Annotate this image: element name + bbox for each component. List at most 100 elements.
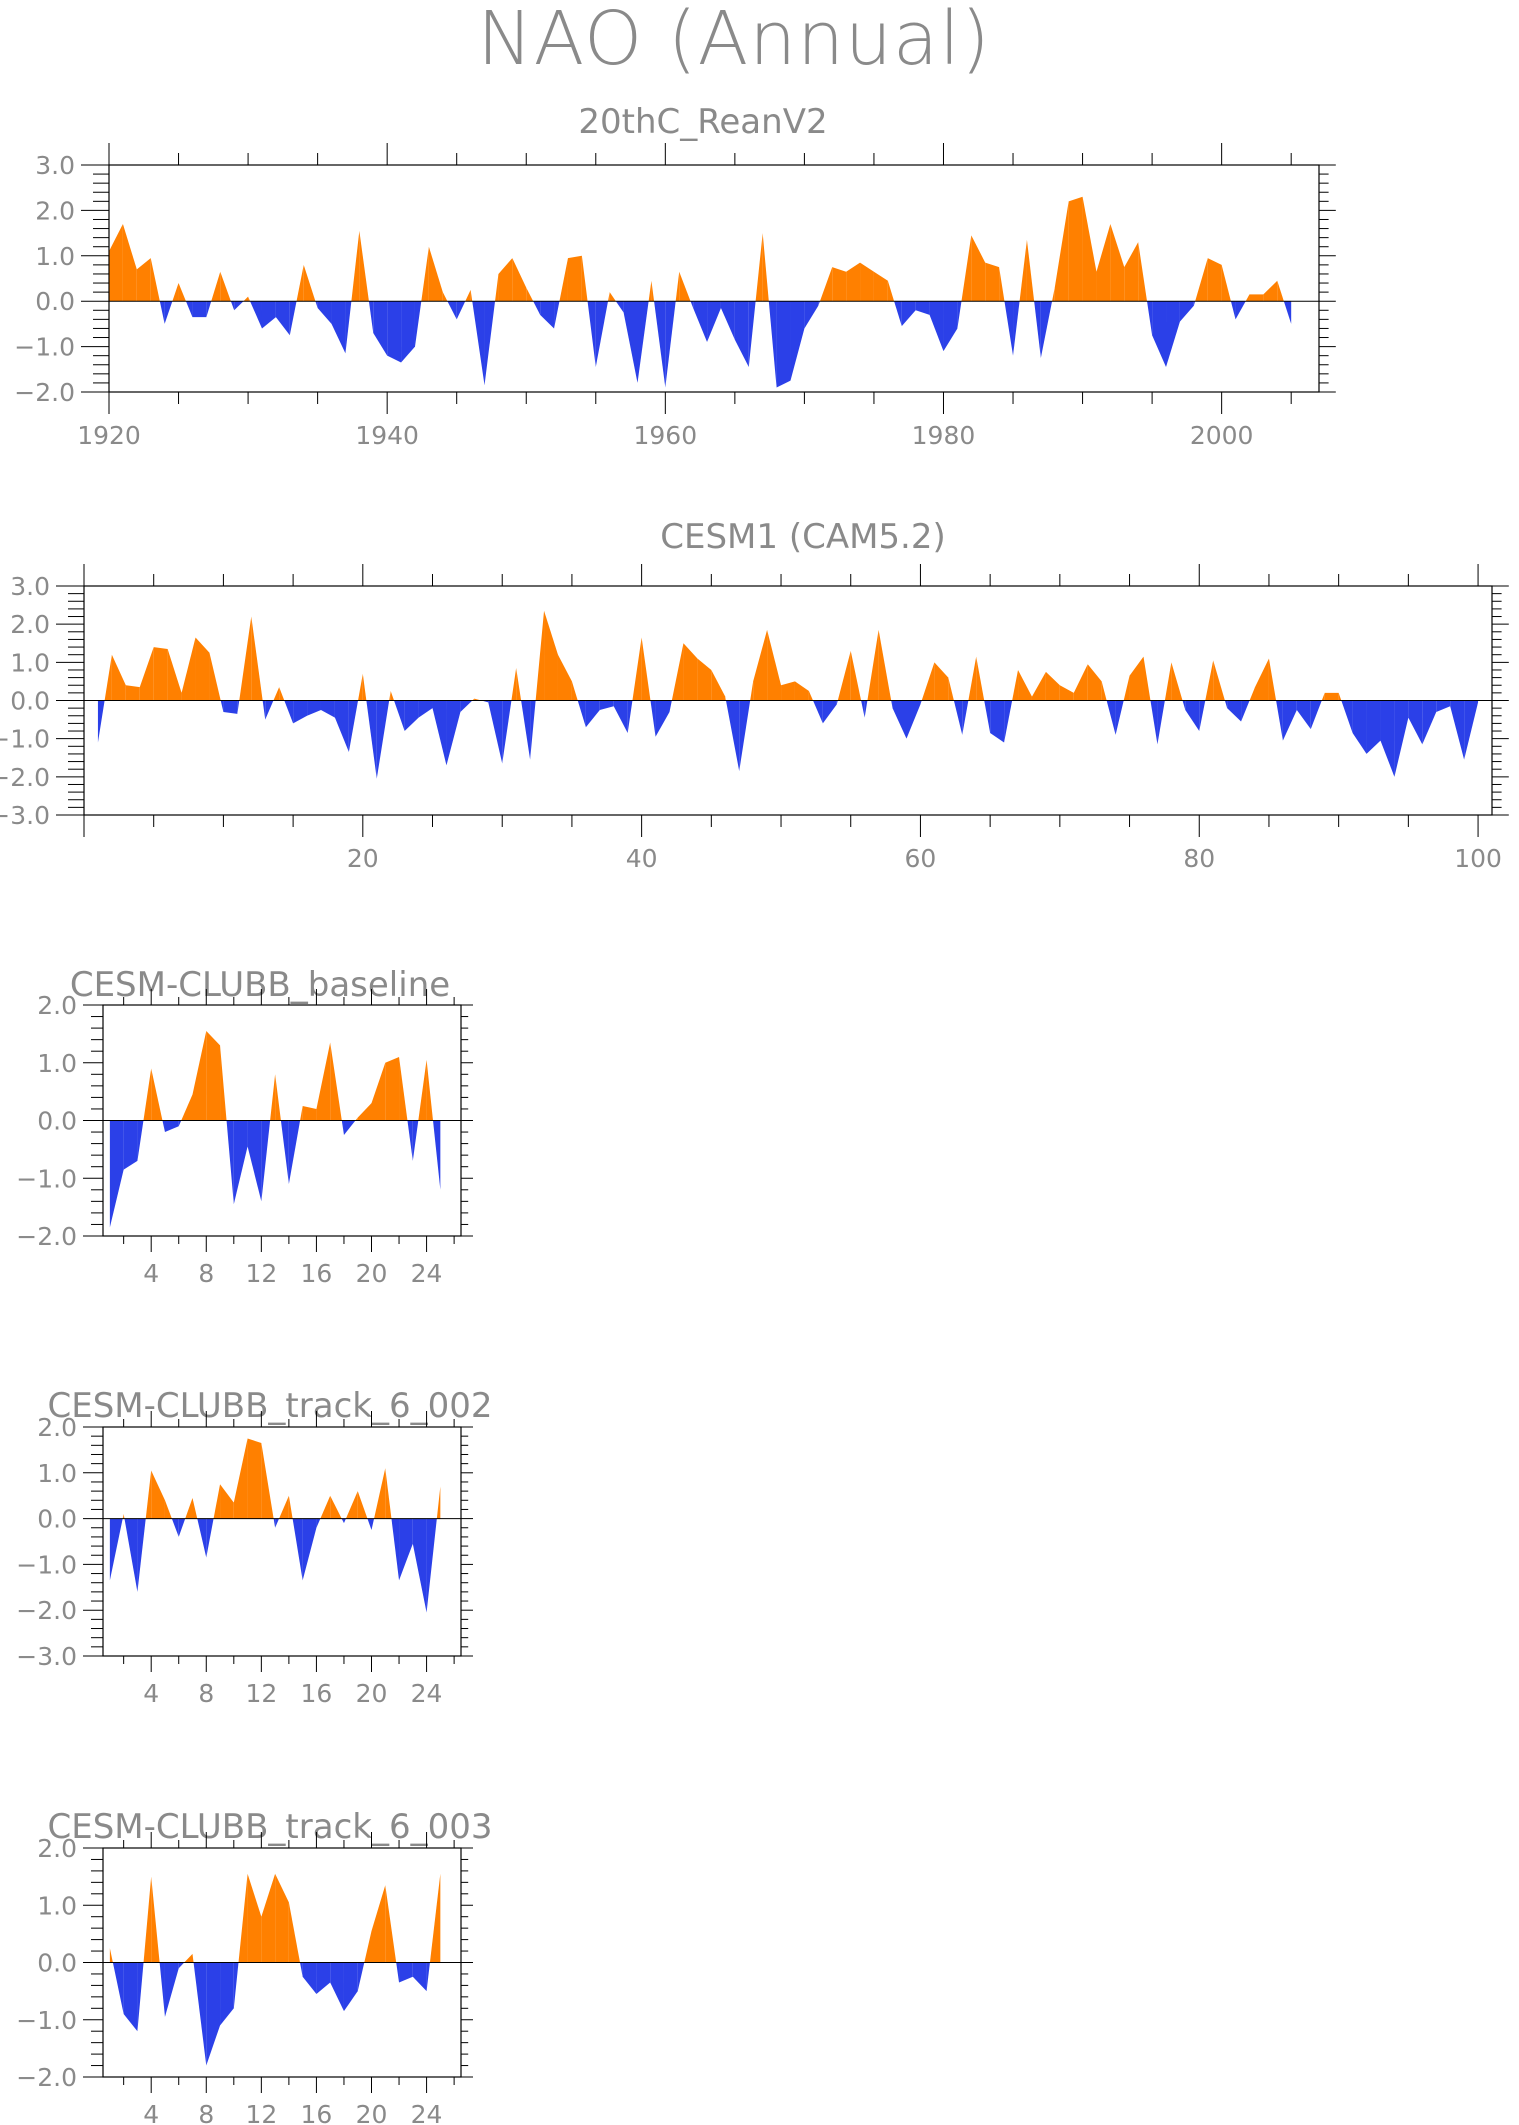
positive-anomaly-fill	[971, 235, 986, 302]
positive-anomaly-fill	[248, 296, 251, 302]
positive-anomaly-fill	[442, 292, 448, 302]
negative-anomaly-fill	[262, 700, 266, 720]
negative-anomaly-fill	[316, 1962, 331, 1994]
positive-anomaly-fill	[1268, 658, 1277, 701]
positive-anomaly-fill	[1171, 662, 1183, 701]
positive-anomaly-fill	[1054, 201, 1069, 302]
positive-anomaly-fill	[104, 654, 112, 701]
negative-anomaly-fill	[412, 1120, 419, 1161]
positive-anomaly-fill	[535, 610, 545, 701]
negative-anomaly-fill	[615, 301, 624, 313]
positive-anomaly-fill	[1245, 294, 1250, 302]
negative-anomaly-fill	[707, 301, 721, 343]
positive-anomaly-fill	[651, 280, 655, 302]
positive-anomaly-fill	[247, 1438, 262, 1519]
negative-anomaly-fill	[357, 1962, 365, 1992]
positive-anomaly-fill	[755, 233, 763, 302]
negative-anomaly-fill	[284, 700, 294, 724]
negative-anomaly-fill	[1450, 700, 1465, 760]
positive-anomaly-fill	[1018, 669, 1032, 701]
positive-anomaly-fill	[1026, 239, 1035, 302]
positive-anomaly-fill	[873, 271, 888, 302]
panel-title: CESM1 (CAM5.2)	[660, 517, 946, 557]
negative-anomaly-fill	[334, 700, 349, 753]
positive-anomaly-fill	[711, 669, 726, 701]
positive-anomaly-fill	[279, 687, 285, 701]
y-tick-label: 1.0	[37, 1891, 77, 1920]
positive-anomaly-fill	[1255, 658, 1269, 701]
negative-anomaly-fill	[665, 301, 676, 388]
negative-anomaly-fill	[124, 1518, 138, 1592]
positive-anomaly-fill	[860, 262, 874, 302]
negative-anomaly-fill	[836, 700, 838, 705]
positive-anomaly-fill	[632, 637, 642, 701]
negative-anomaly-fill	[414, 301, 422, 347]
negative-anomaly-fill	[330, 1962, 344, 2012]
negative-anomaly-fill	[178, 1962, 185, 1969]
y-tick-label: −1.0	[16, 1550, 77, 1579]
positive-anomaly-fill	[495, 273, 499, 302]
negative-anomaly-fill	[861, 700, 865, 718]
x-tick-label: 16	[301, 1259, 333, 1288]
negative-anomaly-fill	[261, 301, 276, 329]
positive-anomaly-fill	[1012, 669, 1019, 701]
positive-anomaly-fill	[418, 1059, 427, 1121]
x-tick-label: 24	[411, 1679, 443, 1708]
positive-anomaly-fill	[139, 647, 154, 701]
negative-anomaly-fill	[690, 301, 694, 309]
x-tick-label: 12	[245, 1679, 277, 1708]
positive-anomaly-fill	[296, 264, 304, 302]
negative-anomaly-fill	[1152, 301, 1167, 368]
negative-anomaly-fill	[929, 301, 944, 352]
negative-anomaly-fill	[300, 1962, 303, 1977]
positive-anomaly-fill	[641, 637, 651, 701]
positive-anomaly-fill	[837, 650, 851, 701]
positive-anomaly-fill	[1249, 687, 1256, 701]
negative-anomaly-fill	[123, 1120, 138, 1170]
positive-anomaly-fill	[167, 648, 182, 701]
plot-frame	[108, 164, 1320, 393]
negative-anomaly-fill	[178, 1120, 182, 1127]
positive-anomaly-fill	[1052, 287, 1055, 302]
positive-anomaly-fill	[302, 1106, 317, 1121]
x-tick-label: 16	[301, 1679, 333, 1708]
positive-anomaly-fill	[164, 1500, 172, 1519]
y-tick-label: 1.0	[37, 1459, 77, 1488]
negative-anomaly-fill	[1283, 301, 1292, 324]
negative-anomaly-fill	[1185, 700, 1200, 732]
positive-anomaly-fill	[544, 610, 558, 701]
positive-anomaly-fill	[429, 1873, 441, 1963]
positive-anomaly-fill	[968, 656, 977, 701]
negative-anomaly-fill	[533, 301, 541, 315]
negative-anomaly-fill	[1157, 700, 1165, 745]
positive-anomaly-fill	[762, 233, 769, 302]
y-tick-label: 2.0	[35, 196, 75, 225]
negative-anomaly-fill	[447, 301, 457, 320]
negative-anomaly-fill	[627, 700, 633, 733]
positive-anomaly-fill	[934, 662, 949, 701]
negative-anomaly-fill	[404, 700, 419, 732]
negative-anomaly-fill	[456, 301, 466, 320]
negative-anomaly-fill	[293, 700, 308, 724]
negative-anomaly-fill	[595, 301, 608, 368]
positive-anomaly-fill	[1096, 224, 1111, 302]
positive-anomaly-fill	[1207, 258, 1222, 302]
chart-panel-2: CESM1 (CAM5.2) −3.0 −2.0 −1.0 0.0 1.0 2.0 3.0 20…	[0, 517, 1509, 873]
positive-anomaly-fill	[1324, 692, 1339, 701]
negative-anomaly-fill	[341, 1120, 344, 1135]
negative-anomaly-fill	[1199, 700, 1206, 732]
figure-title: NAO (Annual)	[477, 0, 990, 82]
x-tick-label: 80	[1183, 844, 1215, 873]
positive-anomaly-fill	[145, 1470, 152, 1519]
negative-anomaly-fill	[426, 1518, 437, 1613]
positive-anomaly-fill	[181, 1094, 193, 1121]
negative-anomaly-fill	[387, 301, 402, 363]
positive-anomaly-fill	[122, 1514, 124, 1519]
negative-anomaly-fill	[373, 301, 388, 356]
negative-anomaly-fill	[1150, 700, 1158, 745]
positive-anomaly-fill	[385, 1468, 392, 1519]
negative-anomaly-fill	[943, 301, 958, 352]
y-tick-label: −3.0	[16, 1642, 77, 1671]
y-tick-label: 0.0	[37, 1505, 77, 1534]
positive-anomaly-fill	[808, 690, 814, 701]
